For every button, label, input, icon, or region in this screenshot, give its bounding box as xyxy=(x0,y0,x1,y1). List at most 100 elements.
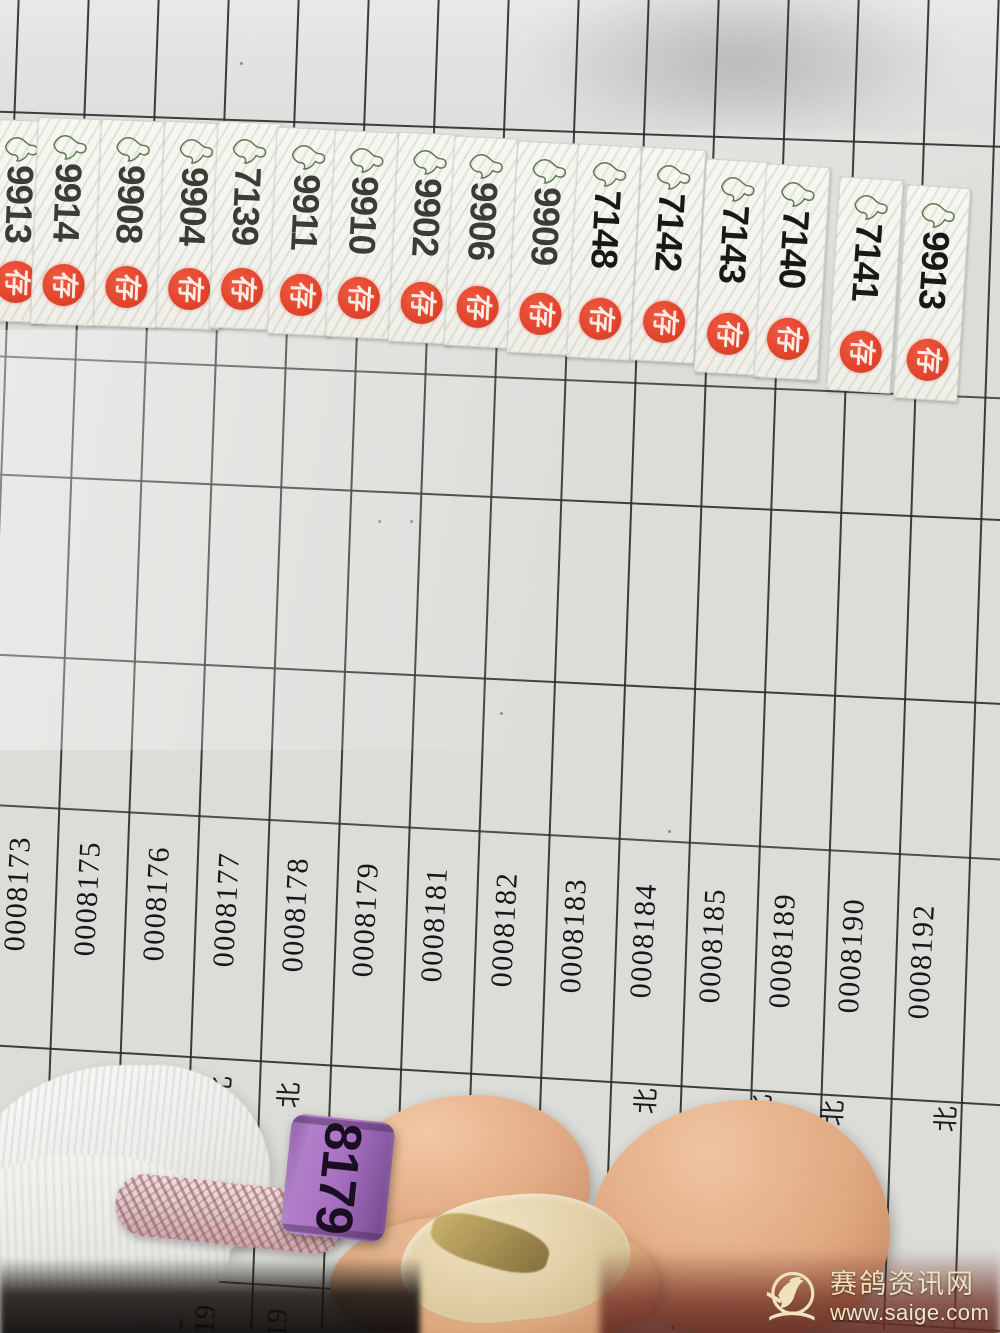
seal-character: 存 xyxy=(912,345,945,375)
sticker-strip: 9911 存 xyxy=(267,126,341,337)
sticker-number: 7143 xyxy=(711,203,757,285)
cun-seal-stamp: 存 xyxy=(104,265,149,309)
seal-character: 存 xyxy=(0,267,32,296)
paper-speck xyxy=(410,520,413,523)
sticker-strip: 9909 存 xyxy=(506,140,582,356)
dove-outline-icon xyxy=(4,137,39,162)
serial-number: 0008178 xyxy=(275,855,315,973)
sticker-number: 7140 xyxy=(771,208,817,290)
serial-number: 0008190 xyxy=(831,897,871,1015)
sticker-number: 9902 xyxy=(404,176,450,258)
paper-speck xyxy=(500,712,503,715)
serial-number: 0008183 xyxy=(553,876,593,994)
cun-seal-stamp: 存 xyxy=(167,267,212,311)
dove-outline-icon xyxy=(413,150,447,175)
sticker-strip: 7139 存 xyxy=(208,120,282,331)
background-blur-shadow xyxy=(520,0,960,120)
dove-outline-icon xyxy=(656,165,691,190)
serial-number: 0008182 xyxy=(484,871,524,989)
grid-row-line xyxy=(0,650,1000,711)
seal-character: 存 xyxy=(585,304,617,334)
seal-character: 存 xyxy=(227,274,259,304)
bottom-shadow-right xyxy=(600,1250,1000,1333)
serial-number: 0008184 xyxy=(623,881,663,999)
bottom-shadow-left xyxy=(0,1258,420,1333)
serial-number: 0008179 xyxy=(345,861,385,979)
watermark-url: www.saige.com xyxy=(830,1299,990,1325)
sticker-strip: 9904 存 xyxy=(155,120,229,331)
serial-number: 0008173 xyxy=(0,835,37,953)
serial-number: 0008189 xyxy=(762,892,802,1010)
cun-seal-stamp: 存 xyxy=(41,263,86,307)
sticker-number: 9908 xyxy=(108,164,153,244)
cun-seal-stamp: 存 xyxy=(399,280,444,325)
region-character: 北 xyxy=(629,1087,662,1115)
cun-seal-stamp: 存 xyxy=(336,275,381,320)
dove-outline-icon xyxy=(349,148,384,173)
dove-outline-icon xyxy=(232,139,267,164)
serial-number: 0008176 xyxy=(136,845,176,963)
seal-character: 存 xyxy=(48,270,80,300)
dove-outline-icon xyxy=(854,195,888,220)
sticker-number: 9911 xyxy=(283,172,328,252)
sticker-number: 7139 xyxy=(224,165,269,247)
sticker-strip: 9913 存 xyxy=(0,118,54,324)
paper-speck xyxy=(378,520,381,523)
paper-top-margin xyxy=(0,0,1000,130)
cun-seal-stamp: 存 xyxy=(220,267,265,311)
sticker-strip: 7148 存 xyxy=(566,143,642,361)
pigeon-logo-icon xyxy=(766,1271,815,1321)
cun-seal-stamp: 存 xyxy=(641,299,687,345)
sticker-number: 7142 xyxy=(647,191,693,273)
sticker-strip: 9910 存 xyxy=(324,129,400,340)
sticker-number: 7148 xyxy=(583,188,629,270)
dove-outline-icon xyxy=(469,154,503,179)
dove-outline-icon xyxy=(53,135,87,160)
region-character: 北 xyxy=(929,1105,962,1133)
sticker-number: 9906 xyxy=(460,180,506,262)
sticker-number: 9913 xyxy=(910,229,957,311)
site-watermark: 赛鸽资讯网 www.saige.com xyxy=(762,1268,989,1326)
dove-outline-icon xyxy=(781,182,815,207)
sticker-number: 9910 xyxy=(341,174,386,256)
leg-ring-number: 8179 xyxy=(303,1119,373,1237)
sticker-strip: 9913 存 xyxy=(893,184,971,402)
seal-character: 存 xyxy=(111,272,143,302)
dove-outline-icon xyxy=(592,162,627,187)
seal-character: 存 xyxy=(712,319,745,349)
dove-outline-icon xyxy=(720,177,755,202)
dove-outline-icon xyxy=(921,203,955,228)
sticker-strip: 9906 存 xyxy=(443,135,519,349)
seal-character: 存 xyxy=(406,288,438,318)
serial-number: 0008181 xyxy=(414,866,454,984)
seal-character: 存 xyxy=(462,292,494,322)
serial-number: 0008192 xyxy=(901,902,941,1020)
watermark-site-name: 赛鸽资讯网 xyxy=(830,1268,975,1299)
leg-ring-band: 8179 xyxy=(280,1112,396,1244)
seal-character: 存 xyxy=(772,324,805,354)
sticker-strip: 7143 存 xyxy=(693,158,771,376)
seal-character: 存 xyxy=(174,274,206,304)
sticker-number: 9904 xyxy=(171,166,216,247)
sticker-strip: 7141 存 xyxy=(826,176,904,394)
cun-seal-stamp: 存 xyxy=(765,316,811,362)
cun-seal-stamp: 存 xyxy=(838,329,884,375)
seal-character: 存 xyxy=(845,337,878,367)
dove-outline-icon xyxy=(532,159,567,184)
seal-character: 存 xyxy=(343,283,376,313)
sticker-number: 9914 xyxy=(45,162,90,242)
serial-number: 0008177 xyxy=(206,850,246,968)
dove-outline-icon xyxy=(291,145,326,170)
serial-number: 0008185 xyxy=(692,887,732,1005)
sticker-strip: 9914 存 xyxy=(30,116,102,327)
sticker-strip: 7142 存 xyxy=(629,146,707,364)
cun-seal-stamp: 存 xyxy=(578,296,623,342)
cun-seal-stamp: 存 xyxy=(518,291,563,337)
sticker-strip: 7140 存 xyxy=(753,163,831,381)
paper-speck xyxy=(240,62,243,65)
sticker-strip: 9908 存 xyxy=(92,118,166,329)
dove-outline-icon xyxy=(179,139,214,164)
cun-seal-stamp: 存 xyxy=(455,284,500,329)
cun-seal-stamp: 存 xyxy=(279,272,323,317)
